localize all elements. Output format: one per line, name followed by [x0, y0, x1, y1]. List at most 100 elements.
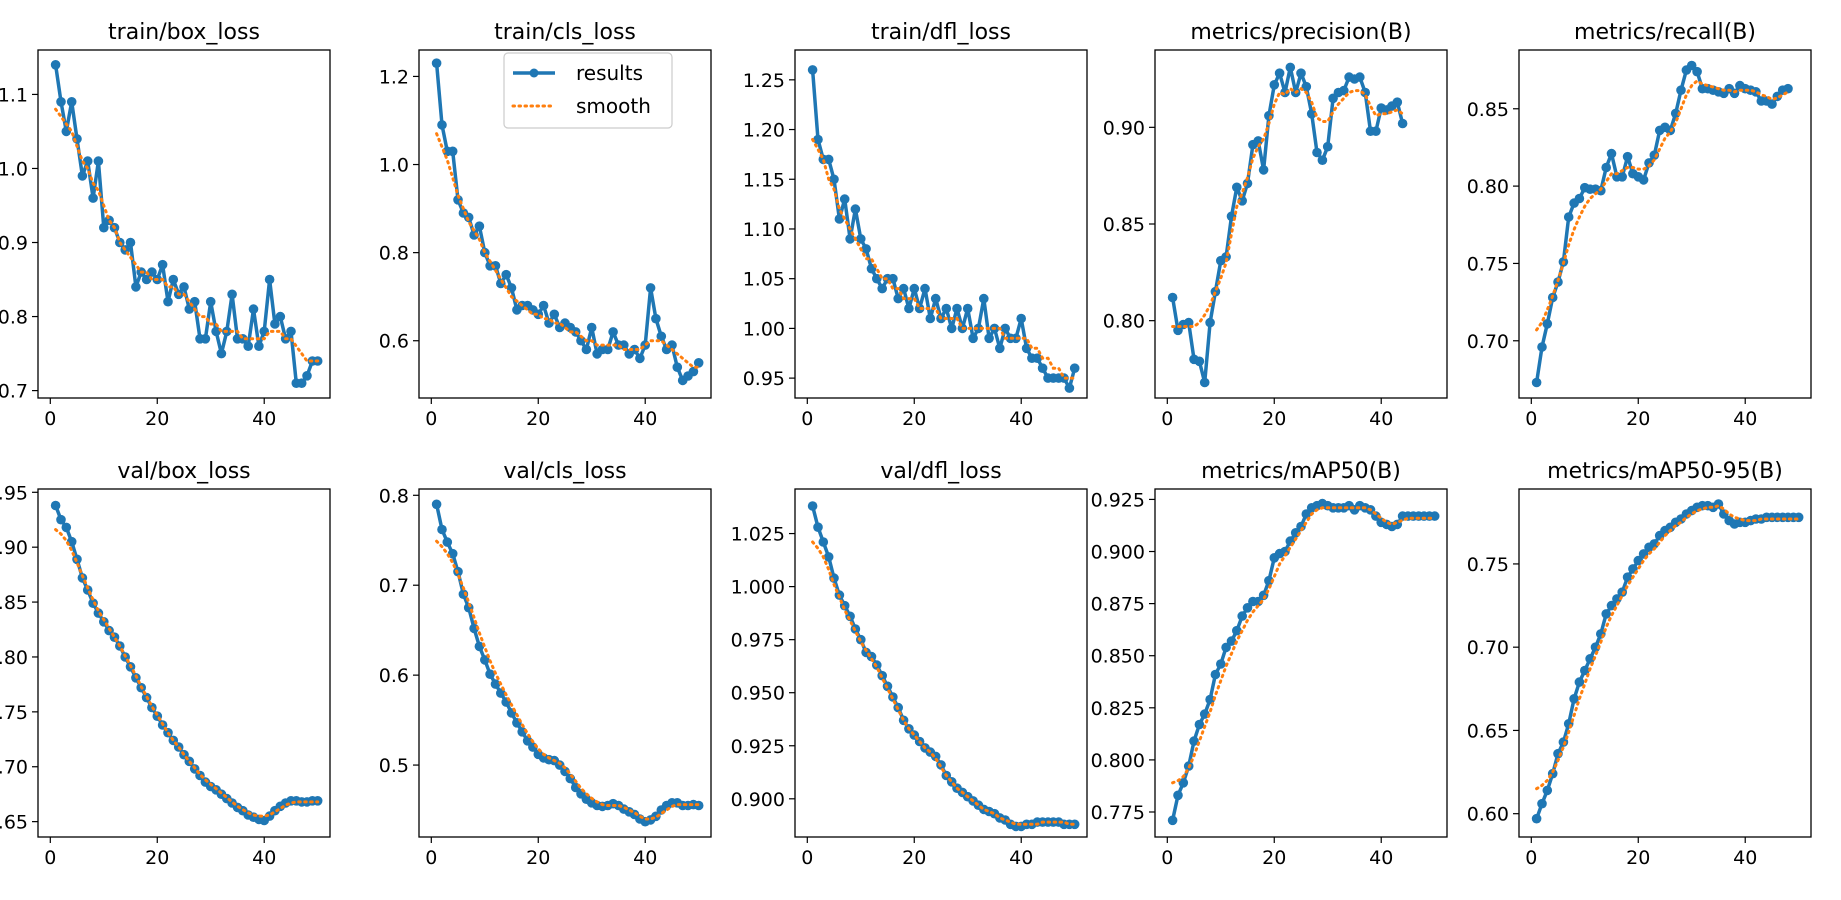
results-point [645, 283, 656, 293]
results-point [946, 323, 957, 334]
results-point [431, 499, 442, 510]
results-point [1232, 625, 1242, 636]
results-point [1205, 317, 1215, 328]
results-point [941, 303, 952, 314]
x-tick-label: 0 [801, 408, 813, 430]
results-point [920, 283, 930, 294]
results-point [1178, 778, 1189, 788]
results-point [608, 327, 618, 337]
x-tick-label: 40 [1369, 408, 1393, 430]
series-smooth-line [811, 138, 1077, 380]
results-point [1360, 87, 1370, 98]
results-point [818, 537, 829, 547]
results-point [1601, 162, 1611, 173]
y-tick-label: 0.900 [731, 789, 785, 811]
results-point [1021, 343, 1032, 354]
series-smooth-line [811, 540, 1077, 826]
x-tick-label: 0 [1525, 408, 1537, 430]
results-point [813, 134, 823, 145]
results-point [586, 322, 597, 333]
results-point [1531, 377, 1542, 388]
results-point [1064, 383, 1075, 393]
results-point [1237, 196, 1247, 206]
results-point [1167, 815, 1178, 826]
results-point [1032, 353, 1043, 364]
results-point [1069, 363, 1080, 374]
results-point [576, 335, 586, 346]
panel-train-box-loss: train/box_loss 0 20 40 0.7 0.8 0.9 1.0 1.1 [0, 20, 331, 430]
results-point [823, 552, 834, 562]
panel-title: val/box_loss [117, 459, 250, 484]
results-point [930, 293, 941, 304]
x-tick-label: 40 [633, 847, 657, 869]
results-point [672, 362, 683, 373]
results-point [1590, 642, 1601, 652]
panel-val-dfl-loss: val/dfl_loss 0 20 40 0.900 0.925 0.950 0.975 1.0… [731, 459, 1088, 869]
y-tick-label: 0.90 [0, 537, 28, 559]
y-tick-label: 0.65 [0, 812, 28, 834]
y-tick-label: 0.6 [379, 665, 409, 687]
results-point [1783, 83, 1793, 94]
y-tick-label: 0.85 [1103, 214, 1145, 236]
results-point [437, 524, 447, 535]
y-tick-label: 0.90 [1103, 117, 1145, 139]
results-point [168, 274, 179, 285]
results-point [1312, 147, 1322, 158]
x-tick-label: 40 [1733, 408, 1757, 430]
axes-frame [794, 488, 1088, 838]
results-point [925, 313, 936, 324]
y-tick-label: 0.925 [731, 736, 785, 758]
results-point [56, 97, 66, 107]
x-tick-label: 0 [44, 847, 56, 869]
y-tick-label: 0.75 [1467, 253, 1509, 275]
results-point [447, 146, 458, 157]
x-tick-label: 20 [526, 847, 550, 869]
y-tick-label: 0.80 [1103, 311, 1145, 333]
results-point [893, 293, 903, 304]
results-point [1617, 587, 1627, 597]
results-point [264, 274, 275, 285]
results-point [1633, 555, 1644, 566]
results-point [490, 679, 501, 689]
results-point [485, 669, 495, 679]
x-tick-label: 0 [1525, 847, 1537, 869]
results-point [1692, 66, 1702, 77]
results-point [1226, 636, 1237, 646]
results-point [437, 120, 447, 130]
y-tick-label: 1.000 [731, 577, 785, 599]
legend: results smooth [503, 52, 673, 129]
axes-frame [37, 49, 331, 399]
y-tick-label: 1.0 [0, 158, 28, 180]
x-tick-label: 20 [902, 847, 926, 869]
y-tick-label: 1.25 [743, 70, 785, 92]
series-smooth-line [54, 107, 320, 363]
results-point [1537, 342, 1547, 352]
results-point [1205, 694, 1215, 705]
results-point [270, 319, 280, 329]
results-point [474, 641, 485, 652]
results-point [823, 154, 834, 165]
results-point [1686, 60, 1697, 71]
x-tick-label: 20 [1626, 408, 1650, 430]
results-point [1767, 99, 1777, 109]
panel-title: metrics/mAP50-95(B) [1547, 459, 1783, 484]
x-tick-label: 20 [1626, 847, 1650, 869]
results-point [1296, 68, 1306, 78]
panel-title: train/cls_loss [494, 20, 636, 45]
results-point [1371, 126, 1381, 136]
results-point [1622, 151, 1633, 162]
results-point [856, 234, 866, 244]
results-point [1194, 356, 1205, 367]
axes-frame [1518, 488, 1812, 838]
x-tick-label: 40 [1733, 847, 1757, 869]
results-point [1569, 694, 1579, 704]
x-tick-label: 40 [1369, 847, 1393, 869]
results-point [1221, 642, 1231, 653]
results-point [1210, 669, 1221, 680]
panel-title: val/dfl_loss [880, 459, 1001, 484]
results-point [995, 343, 1005, 354]
y-tick-label: 1.10 [743, 219, 785, 241]
results-point [651, 313, 661, 324]
results-point [898, 283, 909, 294]
